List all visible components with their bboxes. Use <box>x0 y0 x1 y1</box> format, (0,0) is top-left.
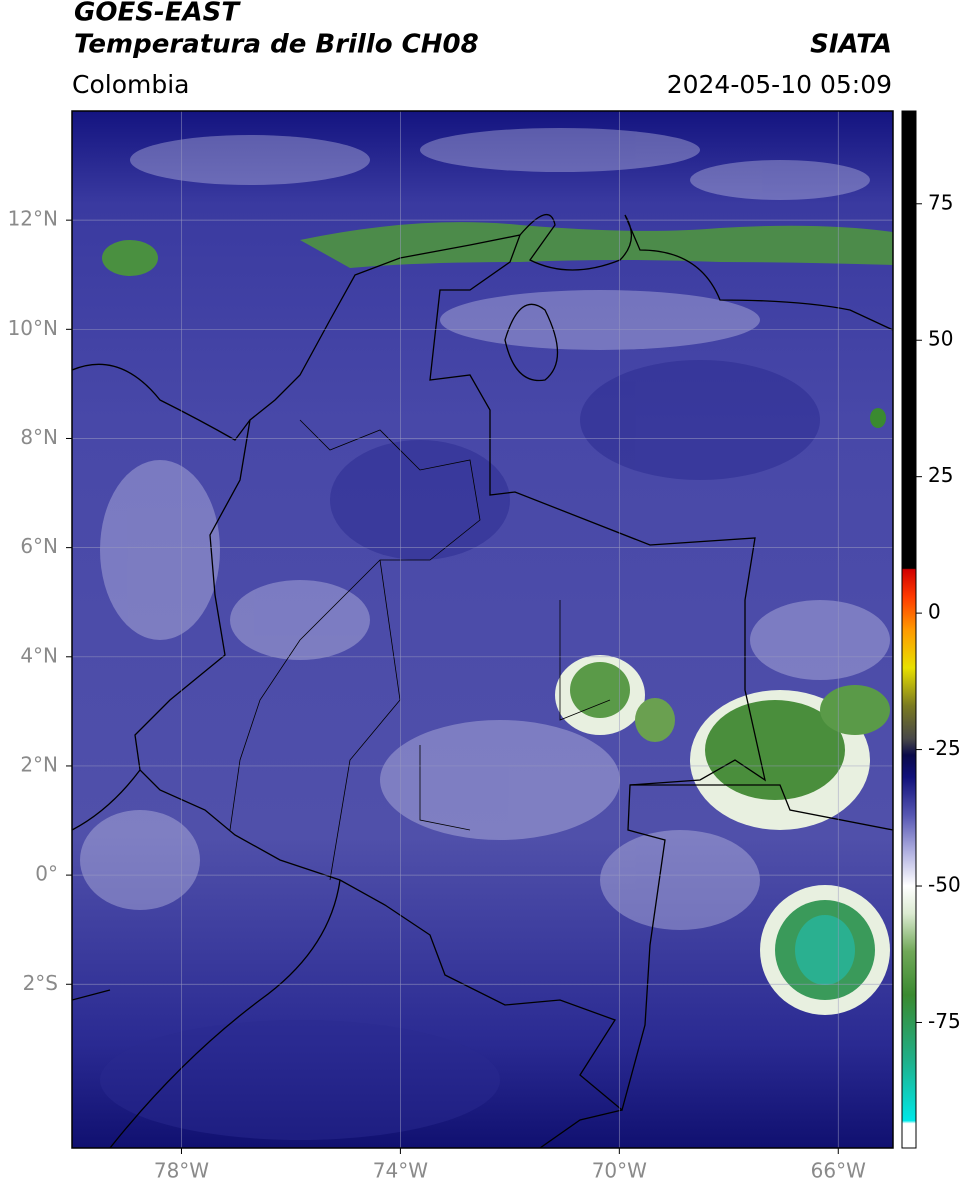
x-tick-label: 66°W <box>811 1159 866 1183</box>
cloud-texture <box>80 128 890 930</box>
cold-cloud-tops <box>102 222 893 1015</box>
colorbar-tick-label: 0 <box>928 600 941 624</box>
x-tick-label: 78°W <box>154 1159 209 1183</box>
y-tick-label: 2°S <box>23 971 58 995</box>
y-tick-label: 10°N <box>8 316 58 340</box>
region: Colombia <box>72 70 189 99</box>
colorbar-tick-label: -50 <box>928 873 961 897</box>
x-tick-label: 74°W <box>373 1159 428 1183</box>
colorbar-tick-label: 50 <box>928 327 953 351</box>
datetime: 2024-05-10 05:09 <box>667 70 892 99</box>
y-tick-label: 2°N <box>20 752 58 776</box>
colorbar-tick-label: 25 <box>928 463 953 487</box>
grid <box>72 111 893 1148</box>
map-image <box>72 111 893 1148</box>
source: SIATA <box>810 30 892 60</box>
y-tick-label: 12°N <box>8 207 58 231</box>
map-background <box>72 111 893 1148</box>
y-tick-label: 0° <box>35 862 58 886</box>
y-tick-label: 6°N <box>20 534 58 558</box>
y-tick-label: 4°N <box>20 643 58 667</box>
x-tick-label: 70°W <box>592 1159 647 1183</box>
colorbar <box>901 110 917 1149</box>
map-frame <box>71 110 894 1149</box>
y-tick-label: 8°N <box>20 425 58 449</box>
title: GOES-EAST <box>74 0 241 28</box>
colorbar-tick-label: -75 <box>928 1009 961 1033</box>
subtitle: Temperatura de Brillo CH08 <box>74 30 479 60</box>
colorbar-tick-label: -25 <box>928 736 961 760</box>
colorbar-tick-label: 75 <box>928 190 953 214</box>
borders <box>72 214 893 1148</box>
